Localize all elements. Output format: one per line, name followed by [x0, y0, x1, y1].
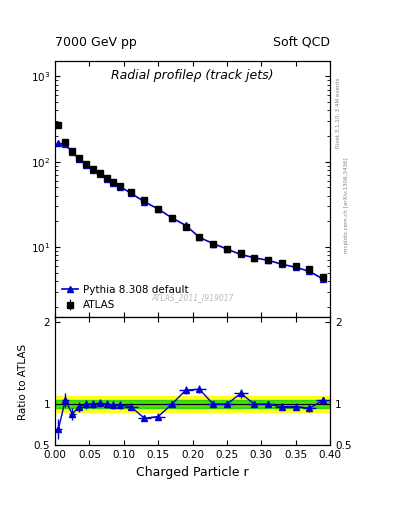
Pythia 8.308 default — [321, 276, 326, 282]
Bar — [55, 400, 330, 408]
Pythia 8.308 default — [156, 206, 161, 212]
Pythia 8.308 default — [197, 234, 202, 241]
Pythia 8.308 default — [170, 215, 174, 221]
Pythia 8.308 default — [225, 246, 230, 252]
Pythia 8.308 default — [239, 251, 243, 258]
Text: 7000 GeV pp: 7000 GeV pp — [55, 36, 137, 49]
Pythia 8.308 default — [70, 149, 75, 155]
Legend: Pythia 8.308 default, ATLAS: Pythia 8.308 default, ATLAS — [60, 283, 191, 312]
Y-axis label: Ratio to ATLAS: Ratio to ATLAS — [18, 344, 28, 419]
Pythia 8.308 default — [111, 180, 116, 186]
Pythia 8.308 default — [252, 255, 257, 261]
Pythia 8.308 default — [266, 257, 270, 263]
X-axis label: Charged Particle r: Charged Particle r — [136, 466, 249, 479]
Pythia 8.308 default — [63, 141, 68, 147]
Text: Radial profileρ (track jets): Radial profileρ (track jets) — [111, 69, 274, 82]
Text: ATLAS_2011_I919017: ATLAS_2011_I919017 — [151, 293, 234, 302]
Text: mcplots.cern.ch [arXiv:1306.3436]: mcplots.cern.ch [arXiv:1306.3436] — [344, 157, 349, 252]
Pythia 8.308 default — [142, 199, 147, 205]
Pythia 8.308 default — [118, 184, 123, 190]
Pythia 8.308 default — [293, 264, 298, 270]
Pythia 8.308 default — [104, 176, 109, 182]
Bar — [55, 396, 330, 412]
Pythia 8.308 default — [84, 162, 88, 168]
Text: Soft QCD: Soft QCD — [273, 36, 330, 49]
Pythia 8.308 default — [211, 241, 216, 247]
Pythia 8.308 default — [307, 268, 312, 274]
Pythia 8.308 default — [97, 171, 102, 177]
Pythia 8.308 default — [280, 261, 285, 267]
Pythia 8.308 default — [56, 140, 61, 146]
Pythia 8.308 default — [77, 156, 81, 162]
Line: Pythia 8.308 default: Pythia 8.308 default — [56, 140, 326, 282]
Text: Rivet 3.1.10, 3.4M events: Rivet 3.1.10, 3.4M events — [336, 77, 341, 148]
Pythia 8.308 default — [129, 190, 133, 196]
Pythia 8.308 default — [184, 222, 188, 228]
Pythia 8.308 default — [90, 167, 95, 173]
